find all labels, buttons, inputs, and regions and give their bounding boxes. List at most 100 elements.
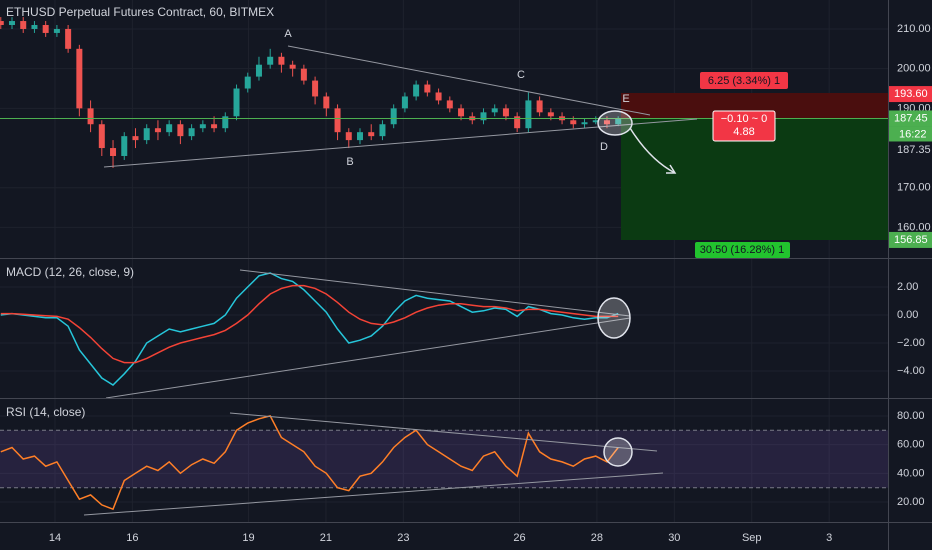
x-tick-label: 23 (397, 532, 409, 544)
candle-body (177, 124, 184, 137)
plot-layer (0, 17, 888, 511)
trendline (287, 45, 651, 116)
annotation: D (600, 141, 608, 153)
ratio-label: 4.88 (733, 126, 754, 138)
series-line (0, 415, 619, 511)
y-tick-label: 200.00 (897, 63, 931, 75)
x-tick-label: 16 (126, 532, 138, 544)
candle-body (143, 128, 150, 141)
x-tick-label: 3 (826, 532, 832, 544)
candle-body (323, 96, 330, 109)
annotation: B (346, 156, 353, 168)
x-tick-label: Sep (742, 532, 762, 544)
candle-body (166, 124, 173, 133)
candle-body (211, 124, 218, 129)
candle-body (536, 100, 543, 113)
candle-body (53, 28, 60, 33)
y-tick-label: −2.00 (897, 337, 925, 349)
annotation: C (517, 69, 525, 81)
arrow-head (666, 164, 677, 174)
x-tick-label: 21 (320, 532, 332, 544)
labels: 14 16 19 21 23 26 28 30 Sep 3160.00170.00190.0020… (49, 23, 932, 544)
candle-body (446, 100, 453, 109)
panel-title: RSI (14, close) (6, 405, 85, 419)
candle-body (603, 120, 610, 125)
candle-body (435, 92, 442, 101)
candle-body (42, 25, 49, 33)
circles (597, 110, 677, 467)
candle-body (9, 21, 15, 26)
candle-body (368, 132, 375, 137)
candle-body (334, 108, 341, 133)
entry-label: −0.10 ~ 0 (721, 113, 768, 125)
crosshair-label-bg (889, 142, 932, 158)
circle (597, 110, 633, 136)
candle-body (570, 120, 577, 125)
price-label: 187.45 (894, 112, 928, 124)
candle-body (154, 128, 161, 133)
circle (603, 437, 633, 467)
y-tick-label: 210.00 (897, 23, 931, 35)
x-tick-label: 26 (513, 532, 525, 544)
candle-body (390, 108, 397, 125)
price-label-bg (889, 110, 932, 127)
x-tick-label: 30 (668, 532, 680, 544)
x-tick-label: 19 (242, 532, 254, 544)
candle-body (98, 124, 105, 149)
candle-body (300, 68, 307, 81)
candle-body (413, 84, 420, 97)
candle-body (65, 28, 72, 49)
candle-body (199, 124, 206, 129)
candle-body (222, 116, 229, 129)
entry-label-bg (712, 110, 776, 142)
candle-body (312, 80, 319, 97)
candle-body (20, 21, 27, 29)
price-label: 193.60 (894, 88, 928, 100)
rsi-band (0, 430, 888, 488)
candle-body (424, 84, 431, 93)
candle-body (525, 100, 532, 129)
circle (597, 297, 631, 339)
y-tick-label: 160.00 (897, 221, 931, 233)
candle-body (244, 76, 251, 89)
trendline (105, 317, 631, 399)
target-label: 6.25 (3.34%) 1 (708, 75, 780, 87)
x-tick-label: 14 (49, 532, 61, 544)
crosshair-label: 187.35 (897, 144, 931, 156)
price-label-bg (889, 231, 932, 248)
y-tick-label: 40.00 (897, 467, 925, 479)
chart-title: ETHUSD Perpetual Futures Contract, 60, B… (6, 5, 274, 19)
annotation: E (622, 93, 629, 105)
trendline (83, 472, 664, 516)
stop-label-bg (695, 242, 790, 258)
x-tick-label: 28 (591, 532, 603, 544)
candle-body (121, 136, 128, 156)
candle-body (502, 108, 509, 117)
candle-body (289, 64, 296, 69)
panel-title: MACD (12, 26, close, 9) (6, 265, 134, 279)
candle-body (592, 120, 599, 123)
arrow (629, 127, 676, 174)
candle-body (31, 25, 38, 29)
candle-body (480, 112, 487, 121)
candle-body (514, 116, 521, 129)
y-tick-label: −4.00 (897, 365, 925, 377)
y-tick-label: 80.00 (897, 410, 925, 422)
candle-body (615, 118, 622, 125)
candle-body (491, 108, 498, 113)
trendline (239, 269, 631, 317)
candle-body (188, 128, 195, 137)
candle-body (0, 21, 4, 26)
candle-body (581, 122, 588, 125)
y-tick-label: 0.00 (897, 309, 918, 321)
countdown-bg (889, 126, 932, 142)
candle-body (379, 124, 386, 137)
price-label: 156.85 (894, 234, 928, 246)
candle-body (255, 64, 262, 77)
candle-body (132, 136, 139, 141)
candle-body (345, 132, 352, 141)
candle-body (233, 88, 240, 117)
